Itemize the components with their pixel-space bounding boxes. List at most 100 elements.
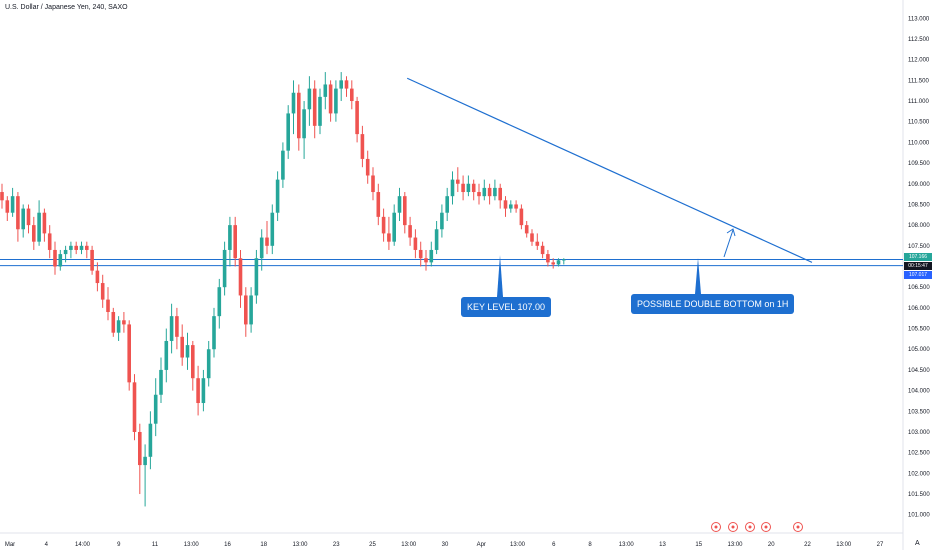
candle-body bbox=[0, 192, 4, 201]
candle-body bbox=[424, 258, 428, 263]
candle-body bbox=[90, 249, 94, 271]
y-tick-label: 110.500 bbox=[908, 120, 930, 126]
candle-body bbox=[201, 378, 206, 404]
candle-body bbox=[21, 208, 25, 230]
y-tick-label: 101.500 bbox=[908, 492, 930, 498]
candle-body bbox=[153, 394, 158, 424]
candle-body bbox=[254, 258, 259, 296]
candle-body bbox=[355, 101, 359, 135]
candle-body bbox=[185, 345, 190, 358]
countdown-tag: 00:15:47 bbox=[904, 262, 932, 270]
candle-body bbox=[281, 150, 285, 180]
candle-body bbox=[222, 249, 227, 288]
candle-body bbox=[498, 187, 502, 201]
projection-arrow bbox=[723, 229, 734, 258]
candle-body bbox=[350, 88, 354, 102]
descending-trendline bbox=[406, 77, 813, 263]
candle-body bbox=[546, 254, 550, 263]
candle-body bbox=[143, 456, 147, 466]
candle-body bbox=[477, 192, 481, 197]
candle-body bbox=[334, 88, 338, 114]
y-tick-label: 111.000 bbox=[908, 99, 929, 105]
candle-body bbox=[42, 212, 47, 234]
y-tick-label: 101.000 bbox=[908, 513, 930, 519]
y-tick-label: 112.000 bbox=[908, 58, 930, 64]
candle-body bbox=[212, 316, 216, 350]
candle-body bbox=[297, 92, 301, 139]
candle-body bbox=[514, 204, 518, 209]
x-tick-label: 8 bbox=[588, 542, 592, 548]
candle-body bbox=[127, 324, 131, 383]
candle-body bbox=[180, 336, 184, 358]
candle-body bbox=[111, 312, 116, 333]
x-tick-label: 6 bbox=[552, 542, 556, 548]
candle-body bbox=[286, 113, 290, 151]
candle-body bbox=[509, 204, 513, 209]
y-tick-label: 103.000 bbox=[908, 430, 930, 436]
candle-body bbox=[26, 208, 31, 226]
candle-body bbox=[556, 260, 561, 265]
candle-body bbox=[493, 187, 497, 197]
candle-body bbox=[191, 345, 195, 379]
y-tick-label: 105.000 bbox=[908, 347, 930, 353]
double-bottom-pointer bbox=[695, 258, 701, 294]
candle-body bbox=[540, 245, 545, 255]
key-level-callout[interactable]: KEY LEVEL 107.00 bbox=[461, 297, 552, 317]
candle-body bbox=[148, 423, 153, 457]
x-tick-label: Mar bbox=[5, 542, 15, 548]
candle-body bbox=[535, 241, 540, 246]
level-price-tag: 107.017 bbox=[904, 271, 932, 279]
y-tick-label: 113.000 bbox=[908, 16, 930, 22]
candle-body bbox=[291, 92, 296, 114]
candle-body bbox=[270, 212, 275, 246]
y-tick-label: 109.500 bbox=[908, 161, 930, 167]
x-tick-label: 13 bbox=[659, 542, 666, 548]
x-tick-label: Apr bbox=[477, 542, 486, 548]
candle-body bbox=[418, 249, 423, 259]
candle-body bbox=[63, 249, 68, 255]
candle-body bbox=[196, 378, 200, 404]
y-tick-label: 103.500 bbox=[908, 409, 930, 415]
last-price-tag: 107.166 bbox=[904, 253, 932, 261]
economic-event-dot bbox=[714, 525, 718, 529]
candle-body bbox=[5, 200, 10, 213]
candle-body bbox=[403, 196, 407, 226]
candle-body bbox=[387, 233, 391, 242]
candle-body bbox=[95, 270, 100, 284]
x-tick-label: 25 bbox=[369, 542, 376, 548]
x-tick-label: 13:00 bbox=[510, 542, 526, 548]
candle-body bbox=[106, 299, 110, 313]
y-tick-label: 110.000 bbox=[908, 140, 930, 146]
candle-body bbox=[466, 183, 471, 193]
x-tick-label: 13:00 bbox=[184, 542, 200, 548]
candle-body bbox=[132, 382, 137, 432]
candle-body bbox=[503, 200, 508, 209]
candle-body bbox=[328, 84, 333, 114]
key-level-pointer bbox=[497, 255, 503, 297]
candle-body bbox=[58, 254, 63, 267]
candle-body bbox=[217, 287, 222, 317]
economic-event-dot bbox=[748, 525, 752, 529]
candle-body bbox=[408, 225, 412, 238]
candle-body bbox=[307, 88, 312, 110]
candle-body bbox=[445, 196, 449, 213]
candle-body bbox=[169, 316, 174, 341]
auto-scale-button[interactable]: A bbox=[915, 540, 920, 547]
candle-body bbox=[138, 431, 142, 466]
x-tick-label: 16 bbox=[224, 542, 231, 548]
candle-body bbox=[79, 245, 84, 250]
candle-body bbox=[69, 245, 73, 250]
x-tick-label: 30 bbox=[442, 542, 449, 548]
candle-body bbox=[434, 229, 439, 250]
candle-body bbox=[397, 196, 402, 213]
candle-body bbox=[312, 88, 317, 126]
candle-body bbox=[175, 316, 179, 337]
candle-body bbox=[551, 262, 555, 265]
x-tick-label: 22 bbox=[804, 542, 811, 548]
candle-body bbox=[116, 320, 121, 333]
x-tick-label: 14:00 bbox=[75, 542, 91, 548]
candle-body bbox=[302, 109, 306, 139]
double-bottom-callout[interactable]: POSSIBLE DOUBLE BOTTOM on 1H bbox=[631, 294, 795, 314]
candle-body bbox=[259, 237, 264, 259]
